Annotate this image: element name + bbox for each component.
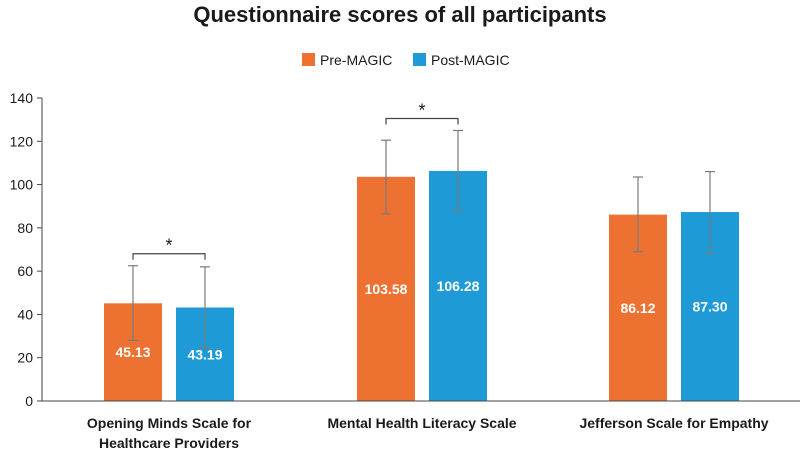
data-label-pre-magic-0: 45.13 xyxy=(115,344,150,360)
y-tick-label: 0 xyxy=(25,393,33,409)
y-tick-label: 140 xyxy=(10,90,34,106)
error-bar-pre-magic-0 xyxy=(128,265,138,341)
y-tick-label: 20 xyxy=(17,350,33,366)
legend-label-pre-magic: Pre-MAGIC xyxy=(320,52,392,68)
error-bar-post-magic-0 xyxy=(200,266,210,349)
legend-swatch-pre-magic xyxy=(302,53,315,66)
error-bar-post-magic-1 xyxy=(453,129,463,213)
x-category-label-line: Healthcare Providers xyxy=(99,435,239,451)
legend: Pre-MAGIC Post-MAGIC xyxy=(302,52,510,68)
significance-marker: * xyxy=(165,236,172,256)
error-bar-pre-magic-2 xyxy=(633,176,643,253)
significance-marker: * xyxy=(418,100,425,120)
x-category-label: Mental Health Literacy Scale xyxy=(327,415,516,431)
legend-swatch-post-magic xyxy=(413,53,426,66)
significance-bracket-1: * xyxy=(385,100,459,125)
y-tick-label: 120 xyxy=(10,133,34,149)
x-category-label: Opening Minds Scale for Healthcare Provid… xyxy=(87,415,252,451)
plot-area: 45.13 43.19 103.58 106.28 86.12 87.30 * * xyxy=(104,100,739,401)
significance-bracket-line xyxy=(385,117,459,125)
data-label-post-magic-1: 106.28 xyxy=(437,278,480,294)
data-label-pre-magic-2: 86.12 xyxy=(620,300,655,316)
y-axis: 0 20 40 60 80 100 120 140 xyxy=(10,90,43,409)
error-bar-post-magic-2 xyxy=(705,170,715,254)
data-label-post-magic-0: 43.19 xyxy=(187,346,222,362)
x-category-label: Jefferson Scale for Empathy xyxy=(579,415,768,431)
y-tick-label: 100 xyxy=(10,177,34,193)
x-category-label-line: Opening Minds Scale for xyxy=(87,415,252,431)
x-category-label-line: Jefferson Scale for Empathy xyxy=(579,415,768,431)
significance-bracket-line xyxy=(132,253,206,260)
data-label-pre-magic-1: 103.58 xyxy=(365,281,408,297)
y-tick-label: 40 xyxy=(17,306,33,322)
y-tick-label: 80 xyxy=(17,220,33,236)
x-category-label-line: Mental Health Literacy Scale xyxy=(327,415,516,431)
y-tick-label: 60 xyxy=(17,263,33,279)
chart-title: Questionnaire scores of all participants xyxy=(193,2,606,27)
data-label-post-magic-2: 87.30 xyxy=(692,299,727,315)
legend-label-post-magic: Post-MAGIC xyxy=(431,52,510,68)
error-bar-pre-magic-1 xyxy=(381,139,391,215)
significance-bracket-0: * xyxy=(132,236,206,260)
x-axis: Opening Minds Scale for Healthcare Provid… xyxy=(42,400,800,451)
